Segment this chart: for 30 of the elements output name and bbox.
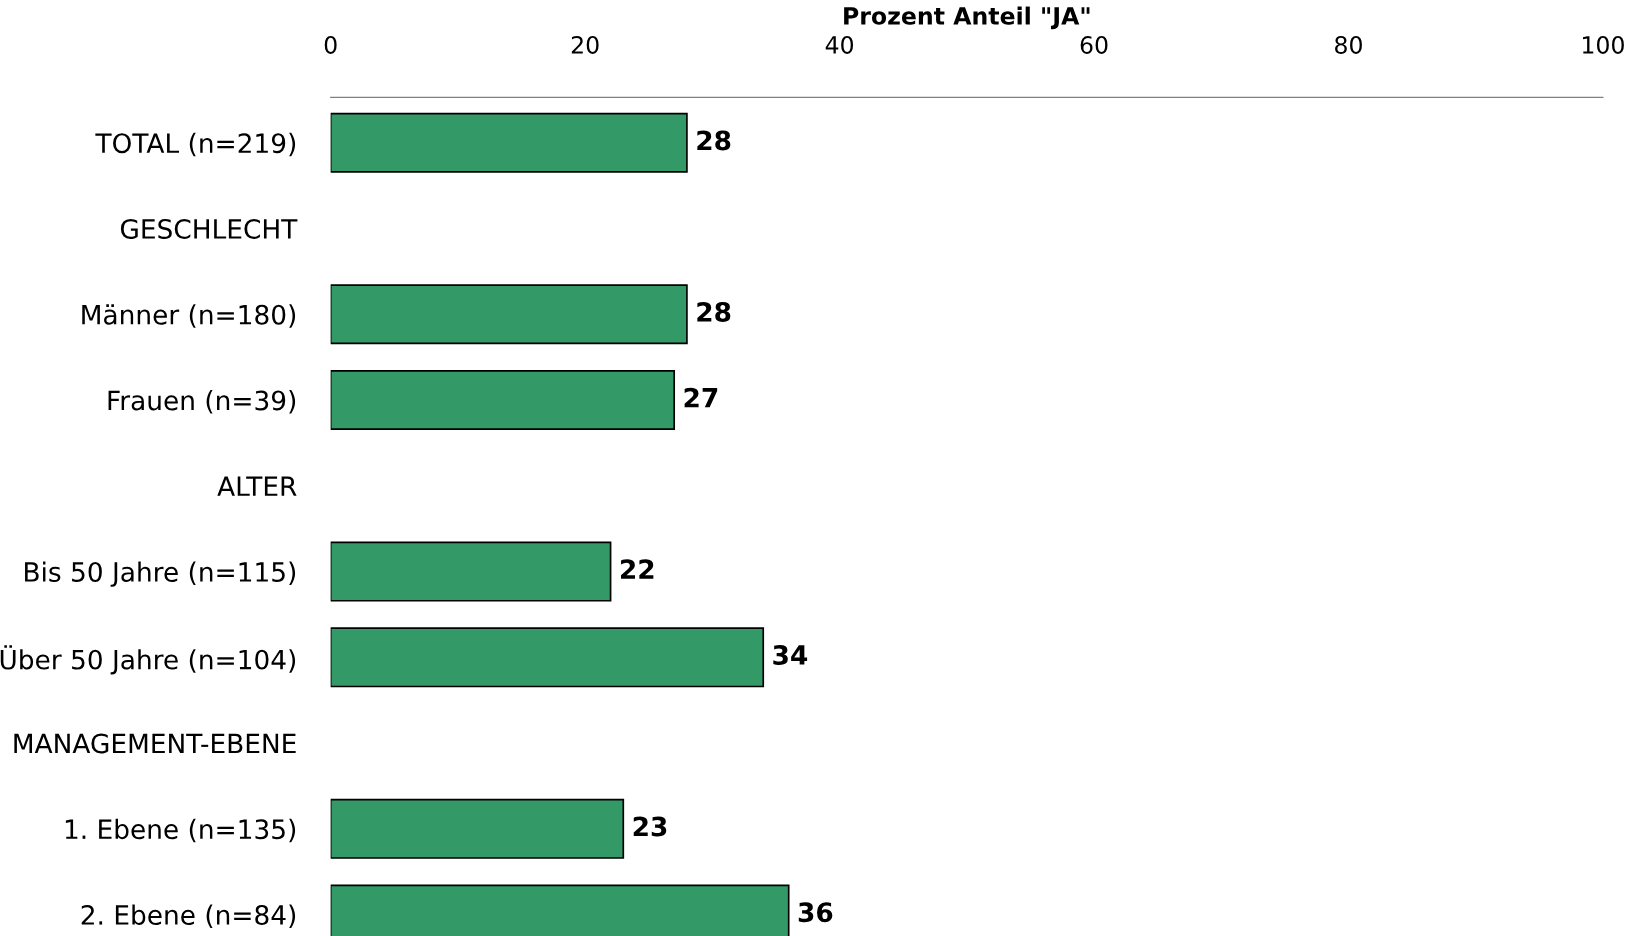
x-axis-title: Prozent Anteil "JA" xyxy=(844,6,1090,30)
y-tick-label: Frauen (n=39) xyxy=(108,390,296,414)
bar xyxy=(330,798,625,859)
bar xyxy=(330,284,688,345)
data-label: 27 xyxy=(684,387,718,408)
x-tick-label: 20 xyxy=(571,36,599,54)
x-tick-label: 60 xyxy=(1080,36,1108,54)
bar xyxy=(330,370,676,431)
y-tick-label: Männer (n=180) xyxy=(82,304,296,328)
x-tick-label: 100 xyxy=(1583,36,1624,54)
data-label: 34 xyxy=(773,645,808,665)
y-tick-label: 2. Ebene (n=84) xyxy=(81,904,296,929)
y-tick-label: TOTAL (n=219) xyxy=(95,132,296,157)
data-label: 22 xyxy=(621,559,654,579)
data-label: 36 xyxy=(798,902,833,923)
bar xyxy=(330,112,688,173)
data-label: 28 xyxy=(697,130,731,151)
data-label: 23 xyxy=(633,816,667,837)
x-tick-label: 0 xyxy=(324,36,337,54)
bar xyxy=(330,541,612,602)
bar xyxy=(330,627,765,688)
y-tick-label: GESCHLECHT xyxy=(120,218,298,239)
y-tick-label: 1. Ebene (n=135) xyxy=(65,818,296,843)
x-tick-label: 40 xyxy=(825,36,854,54)
y-tick-label: MANAGEMENT-EBENE xyxy=(14,733,296,754)
y-tick-label: ALTER xyxy=(217,476,297,496)
y-tick-label: Bis 50 Jahre (n=115) xyxy=(25,561,296,587)
x-tick-label: 80 xyxy=(1335,36,1362,54)
data-label: 28 xyxy=(697,301,731,322)
y-tick-label: Über 50 Jahre (n=104) xyxy=(0,645,296,675)
